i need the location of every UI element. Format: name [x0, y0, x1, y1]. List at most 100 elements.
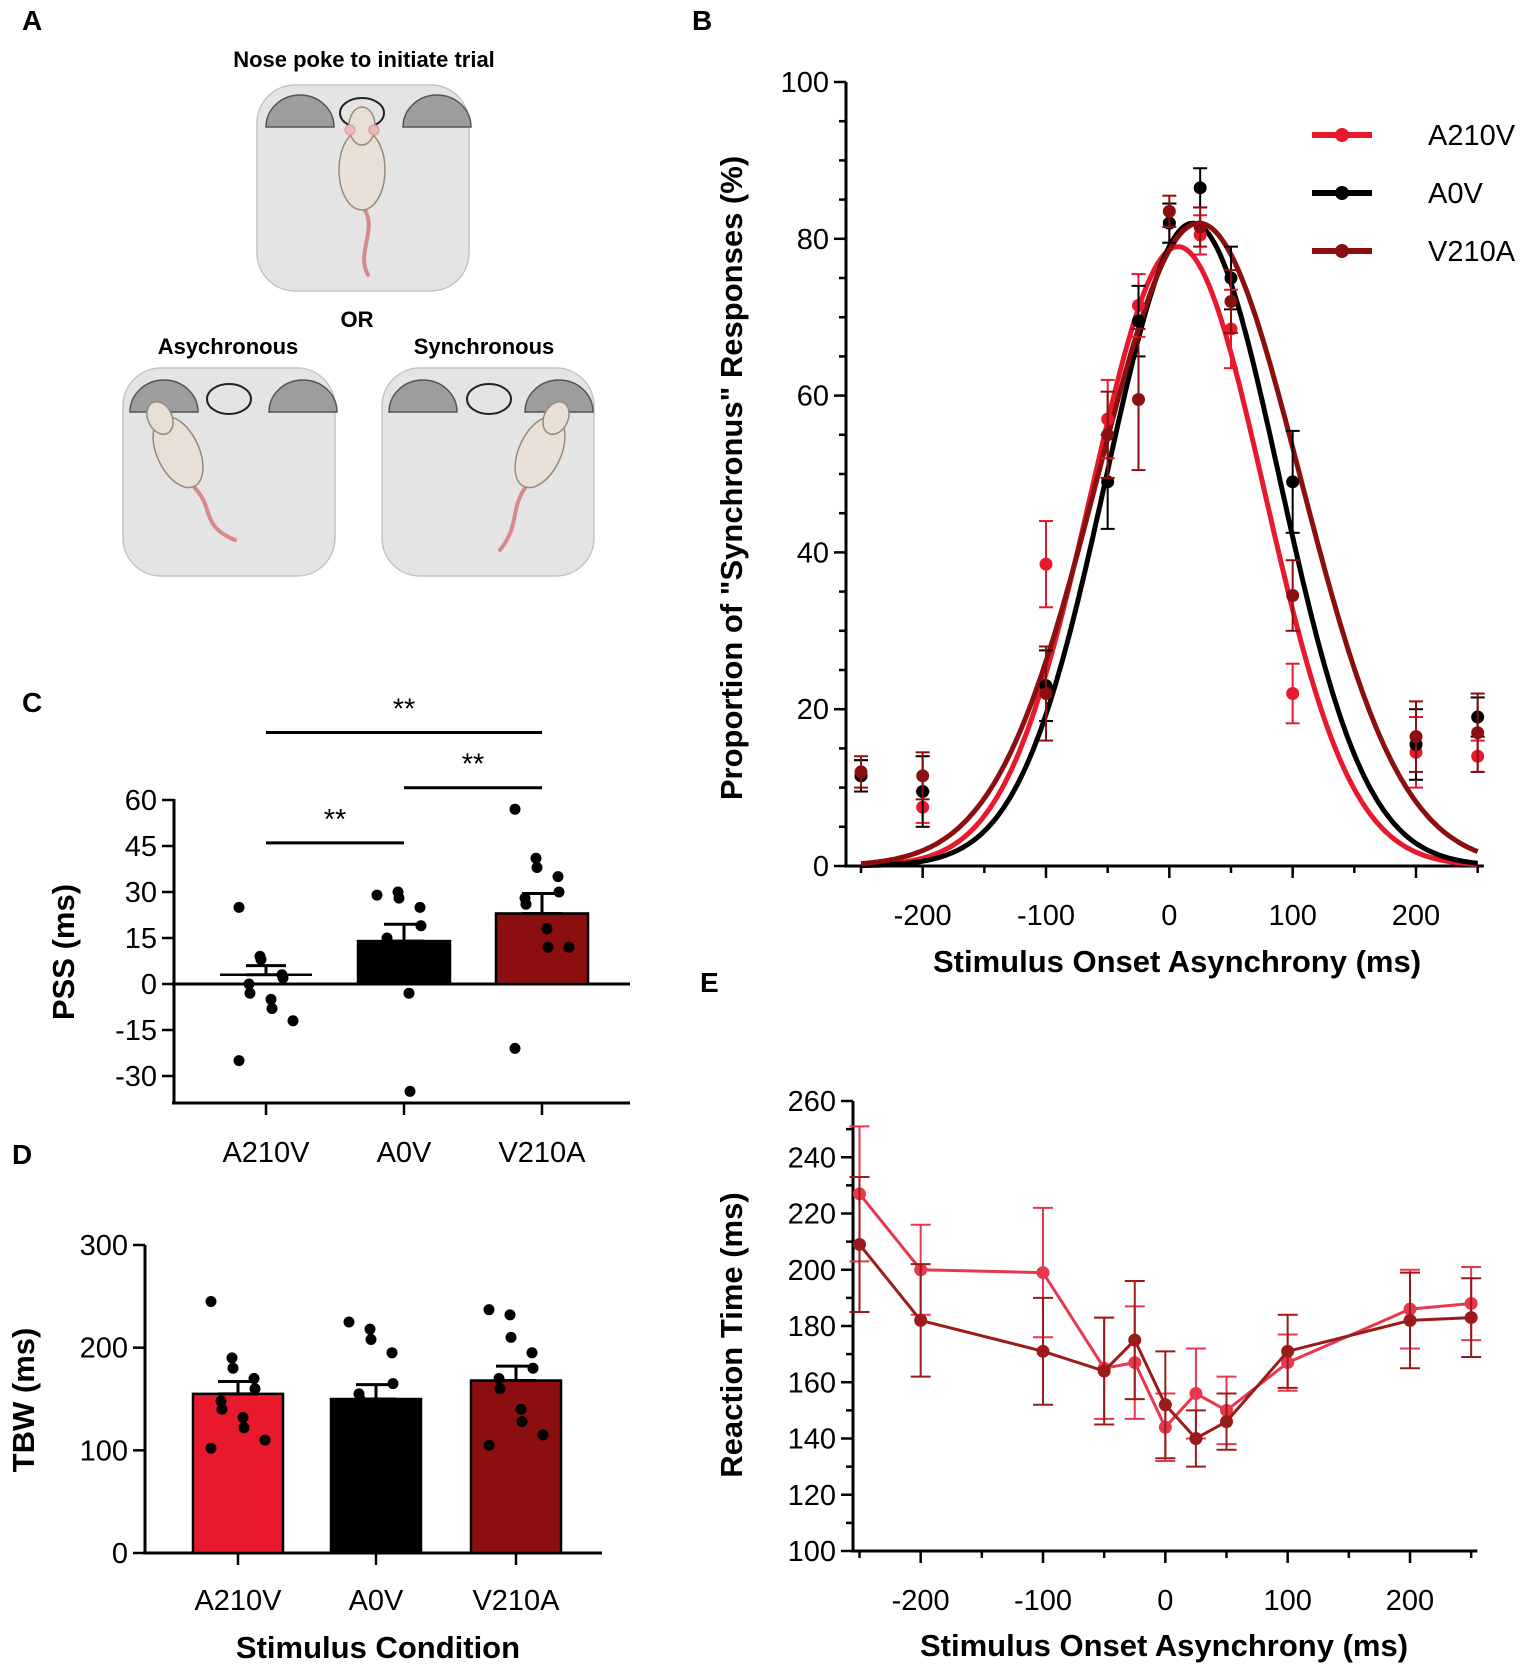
data-point-V210A: [1101, 428, 1115, 442]
panel-d-label: D: [12, 1139, 32, 1170]
panel-c: C -30 -15 0 15 30 45 60 A210V A0V V210A ** ** ** PSS…: [22, 687, 630, 1169]
significance-label: **: [324, 804, 347, 836]
synchronous-label: Synchronous: [414, 334, 555, 359]
point-A0V: [365, 1333, 377, 1345]
point-V210A: [563, 941, 575, 953]
point-A210V: [255, 953, 267, 965]
point-V210A: [509, 803, 521, 815]
panel-b-xlabel: Stimulus Onset Asynchrony (ms): [933, 944, 1421, 979]
point-A210V: [238, 1422, 250, 1434]
point-A210V: [216, 1403, 228, 1415]
y-tick-label: 120: [788, 1480, 836, 1512]
y-tick-label: 160: [788, 1367, 836, 1399]
point-A210V: [244, 987, 256, 999]
point-A0V: [364, 1323, 376, 1335]
y-tick-label: 240: [788, 1142, 836, 1174]
y-tick-label: 60: [125, 785, 157, 817]
x-tick-label: 0: [1161, 900, 1177, 932]
rat-icon: [146, 401, 237, 542]
x-tick-label: -200: [894, 900, 952, 932]
x-tick-label: A210V: [222, 1137, 310, 1169]
port-left-icon: [129, 379, 199, 413]
chamber-initiate: [256, 84, 472, 292]
panel-b-data-points: [854, 167, 1485, 828]
panel-e-xlabel: Stimulus Onset Asynchrony (ms): [920, 1628, 1408, 1663]
panel-e-axes: 100 120 140 160 180 200 220 240 260 -200 -100 0 100 2…: [788, 1086, 1478, 1617]
y-tick-label: 60: [797, 381, 829, 413]
point-A210V: [287, 1015, 299, 1027]
legend-marker-V210A: [1335, 244, 1349, 258]
panel-a-label: A: [22, 5, 42, 36]
legend-label-V210A: V210A: [1428, 236, 1516, 268]
x-tick-label: A0V: [377, 1137, 432, 1169]
y-tick-label: 80: [797, 224, 829, 256]
point-A0V: [414, 901, 426, 913]
data-point-V210A: [1158, 1398, 1172, 1412]
point-V210A: [530, 852, 542, 864]
data-point-A0V: [1132, 314, 1145, 328]
data-point-V210A: [1097, 1364, 1111, 1378]
y-tick-label: 40: [797, 537, 829, 569]
point-V210A: [553, 886, 565, 898]
data-point-V210A: [853, 1237, 866, 1251]
point-A210V: [249, 1383, 261, 1395]
x-tick-label: 100: [1263, 1585, 1311, 1617]
point-A210V: [243, 978, 255, 990]
data-point-V210A: [854, 765, 868, 779]
point-V210A: [537, 1429, 549, 1441]
y-tick-label: -30: [115, 1061, 157, 1093]
y-tick-label: 45: [125, 831, 157, 863]
panel-d-ylabel: TBW (ms): [6, 1328, 41, 1473]
point-V210A: [509, 1042, 521, 1054]
point-A210V: [233, 901, 245, 913]
x-tick-label: 0: [1157, 1585, 1173, 1617]
data-point-V210A: [914, 1313, 928, 1327]
panel-a-title: Nose poke to initiate trial: [233, 47, 495, 72]
point-A0V: [404, 1085, 416, 1097]
y-tick-label: 300: [80, 1230, 128, 1262]
y-tick-label: 220: [788, 1199, 836, 1231]
point-V210A: [531, 861, 543, 873]
point-V210A: [504, 1309, 516, 1321]
x-tick-label: -100: [1014, 1585, 1072, 1617]
y-tick-label: 200: [80, 1333, 128, 1365]
panel-e-ylabel: Reaction Time (ms): [714, 1192, 749, 1477]
fit-curve-A0V: [861, 220, 1478, 869]
point-A210V: [227, 1362, 239, 1374]
data-point-A210V: [1036, 1266, 1050, 1280]
data-point-V210A: [1224, 295, 1238, 309]
rat-icon: [338, 106, 386, 277]
data-point-A210V: [1189, 1387, 1203, 1400]
point-V210A: [515, 1403, 527, 1415]
data-point-V210A: [1189, 1432, 1203, 1445]
point-V210A: [527, 1362, 539, 1374]
point-A0V: [393, 892, 405, 904]
point-A0V: [403, 987, 415, 999]
panel-a: A Nose poke to initiate trial OR Asychro…: [22, 5, 595, 577]
significance-label: **: [393, 694, 416, 726]
data-point-V210A: [1409, 730, 1423, 744]
point-A0V: [415, 920, 427, 932]
point-V210A: [516, 1416, 528, 1428]
data-point-V210A: [1036, 1344, 1050, 1358]
data-point-V210A: [1281, 1344, 1295, 1358]
data-point-V210A: [1286, 589, 1300, 603]
point-A210V: [226, 1352, 238, 1364]
point-A0V: [387, 1378, 399, 1390]
panel-e-label: E: [700, 967, 719, 998]
y-tick-label: 20: [797, 694, 829, 726]
point-A210V: [215, 1395, 227, 1407]
point-V210A: [494, 1383, 506, 1395]
y-tick-label: 30: [125, 877, 157, 909]
panel-b-axes: 0 20 40 60 80 100 -200 -100 0 100 200: [781, 67, 1484, 932]
point-A0V: [354, 1393, 366, 1405]
bar-V210A: [469, 1379, 563, 1555]
port-right-icon: [524, 379, 594, 413]
data-point-V210A: [1220, 1415, 1233, 1429]
point-A0V: [375, 1403, 387, 1415]
y-tick-label: 260: [788, 1086, 836, 1118]
nose-poke-port-icon: [466, 383, 512, 415]
panel-b-fit-curves: [860, 220, 1479, 869]
chamber-asynchronous: [122, 367, 338, 577]
x-tick-label: 200: [1386, 1585, 1434, 1617]
